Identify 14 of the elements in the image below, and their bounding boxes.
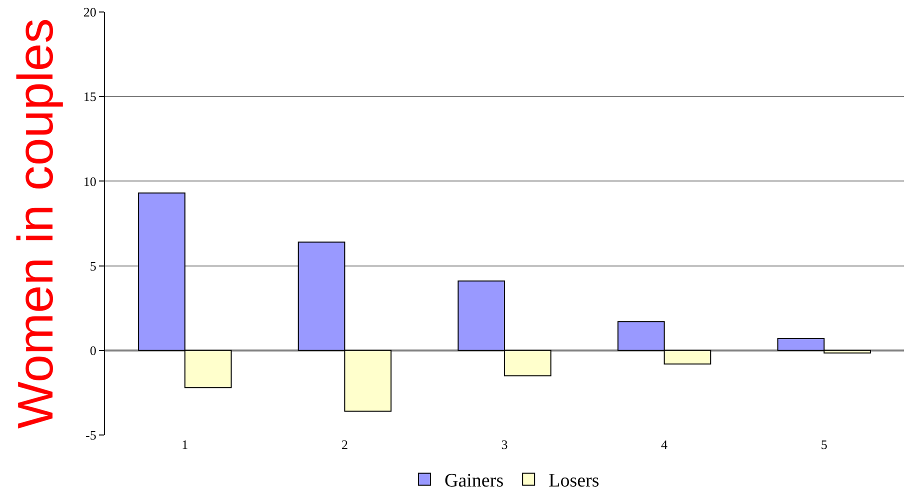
- y-axis-title: Women in couples: [7, 18, 64, 429]
- y-tick-label: -5: [86, 428, 96, 443]
- x-tick-label: 3: [501, 437, 508, 452]
- legend-label: Losers: [548, 470, 600, 492]
- y-tick-label: 5: [90, 258, 96, 274]
- x-tick-label: 2: [341, 437, 348, 452]
- y-tick-label: 10: [83, 174, 96, 189]
- x-tick-label: 1: [182, 437, 188, 452]
- y-tick-label: 0: [90, 342, 96, 358]
- x-tick-label: 4: [661, 437, 668, 452]
- x-tick-label: 5: [820, 437, 828, 452]
- legend-label: Gainers: [444, 470, 504, 492]
- y-tick-label: 15: [83, 89, 96, 104]
- y-tick-label: 20: [83, 4, 96, 20]
